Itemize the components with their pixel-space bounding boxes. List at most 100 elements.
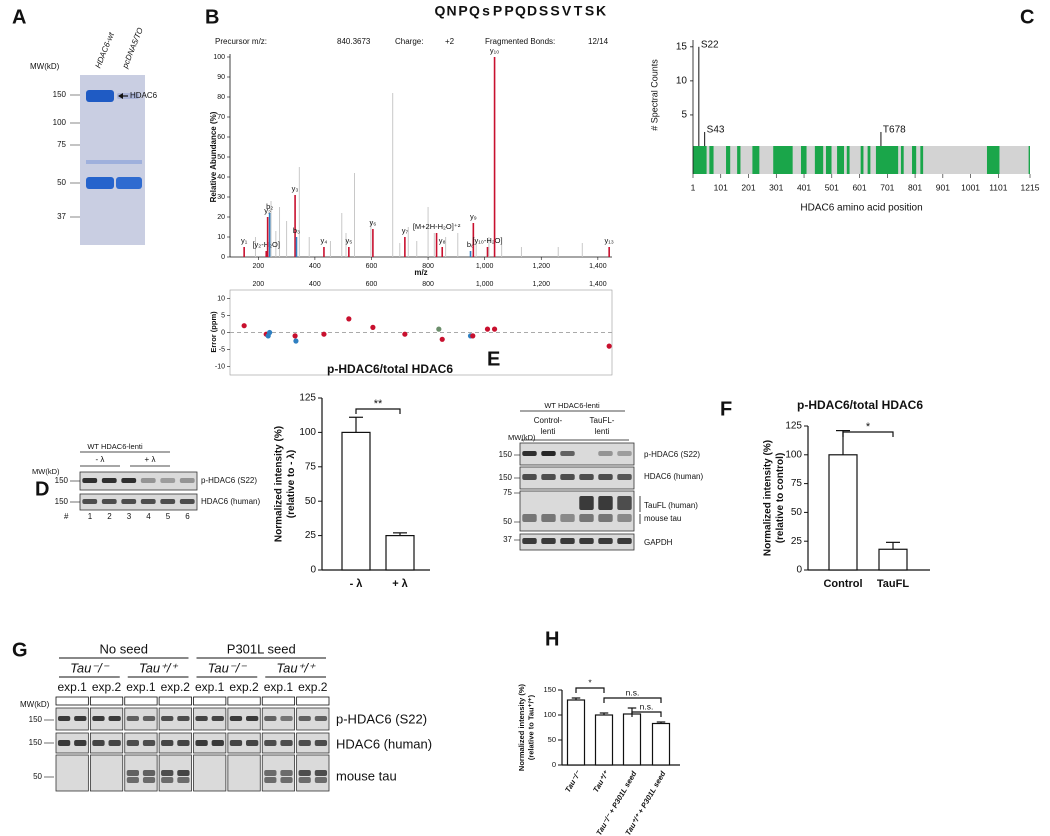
x-tick-label: 600 xyxy=(366,281,378,288)
sequence-letter: K xyxy=(596,3,606,19)
band xyxy=(179,478,195,483)
band xyxy=(617,514,632,522)
x-tick-label: 1,400 xyxy=(589,281,607,288)
y-tick-label: 60 xyxy=(217,134,225,141)
lane-number: 3 xyxy=(127,512,132,521)
x-tick-label: 801 xyxy=(908,182,922,192)
band xyxy=(229,716,243,721)
x-tick-label: 1,000 xyxy=(476,263,494,270)
x-tick-label: 1,400 xyxy=(589,263,607,270)
y-tick-label: 100 xyxy=(543,710,556,719)
x-tick-label: Tau⁻/⁻ xyxy=(563,769,583,794)
band xyxy=(280,777,293,783)
band xyxy=(229,740,243,746)
blot-strip xyxy=(227,754,261,792)
band xyxy=(298,777,311,783)
peak-label: b₃ xyxy=(293,226,300,235)
x-tick-label: 1,000 xyxy=(476,281,494,288)
row-label: HDAC6 (human) xyxy=(336,736,432,751)
y-tick-label: 100 xyxy=(299,427,316,438)
experiment-box xyxy=(89,696,124,706)
band xyxy=(142,716,156,721)
blot-strip xyxy=(193,732,227,754)
x-tick-label: 1215 xyxy=(1021,182,1040,192)
experiment-box xyxy=(193,696,227,706)
blot-strip xyxy=(89,707,124,731)
x-tick-label: 1101 xyxy=(989,182,1008,192)
y-tick-label: 10 xyxy=(217,295,225,302)
experiment-label: exp.1 xyxy=(195,680,225,694)
peak-label: y₁ xyxy=(241,236,248,245)
coverage xyxy=(875,146,899,174)
y-axis-label: Normalized intensity (%) xyxy=(274,426,285,542)
y-tick-label: 75 xyxy=(305,461,317,472)
y-tick-label: 25 xyxy=(791,536,803,547)
band xyxy=(140,499,156,504)
y-tick-label: 10 xyxy=(676,76,688,87)
band xyxy=(177,777,190,783)
band xyxy=(82,499,98,504)
band xyxy=(314,740,328,746)
coverage xyxy=(800,146,807,174)
panel-letter: B xyxy=(205,6,219,28)
band xyxy=(108,740,121,746)
coverage xyxy=(825,146,832,174)
row-label: mouse tau xyxy=(336,768,397,783)
band xyxy=(560,474,575,480)
error-point xyxy=(293,338,299,344)
sequence-letter: D xyxy=(527,3,537,19)
row-label: GAPDH xyxy=(644,538,673,547)
band xyxy=(211,740,224,746)
mw-marker: 37 xyxy=(503,535,512,544)
precursor-info: Precursor m/z: xyxy=(215,37,267,46)
band xyxy=(195,740,208,746)
sequence-letter: S xyxy=(539,3,548,19)
band xyxy=(541,514,556,522)
condition-label: - λ xyxy=(96,455,105,464)
coverage xyxy=(846,146,850,174)
band xyxy=(177,770,190,776)
band xyxy=(86,90,114,102)
band xyxy=(142,740,156,746)
row-label: HDAC6 (human) xyxy=(644,472,703,481)
sequence-letter: S xyxy=(585,3,594,19)
precursor-info: 12/14 xyxy=(588,37,609,46)
x-tick-label: 200 xyxy=(252,263,264,270)
sequence-letter: N xyxy=(446,3,456,19)
peak-label: [y₁₀-H₂O] xyxy=(472,236,502,245)
x-tick-label: 501 xyxy=(825,182,839,192)
panel-letter: F xyxy=(720,398,732,420)
panel-letter: E xyxy=(487,348,500,370)
blot-strip xyxy=(89,732,124,754)
lane-number: 5 xyxy=(166,512,171,521)
mw-marker: 37 xyxy=(57,212,66,221)
lane-label: # xyxy=(64,512,69,521)
row-label: p-HDAC6 (S22) xyxy=(201,476,257,485)
band xyxy=(560,514,575,522)
band xyxy=(74,716,87,721)
peak-label: y₈ xyxy=(439,236,446,245)
error-point xyxy=(370,324,376,330)
y-tick-label: 15 xyxy=(676,41,688,52)
y-tick-label: 30 xyxy=(217,194,225,201)
peak-label: y₇ xyxy=(402,226,409,235)
significance-bracket xyxy=(575,687,605,693)
band xyxy=(121,499,137,504)
band xyxy=(82,478,98,483)
band xyxy=(314,777,327,783)
x-tick-label: - λ xyxy=(350,578,363,590)
blot-strip xyxy=(55,707,89,731)
y-tick-label: 125 xyxy=(785,421,802,432)
band xyxy=(298,740,311,746)
panel-letter: H xyxy=(545,628,559,650)
band xyxy=(522,451,537,456)
site-label: S22 xyxy=(701,39,719,50)
x-tick-label: 101 xyxy=(714,182,728,192)
blot-strip xyxy=(158,707,192,731)
error-point xyxy=(267,329,273,336)
x-tick-label: 301 xyxy=(769,182,783,192)
x-tick-label: 701 xyxy=(880,182,894,192)
coverage xyxy=(709,146,714,174)
condition-label: P301L seed xyxy=(227,641,296,656)
